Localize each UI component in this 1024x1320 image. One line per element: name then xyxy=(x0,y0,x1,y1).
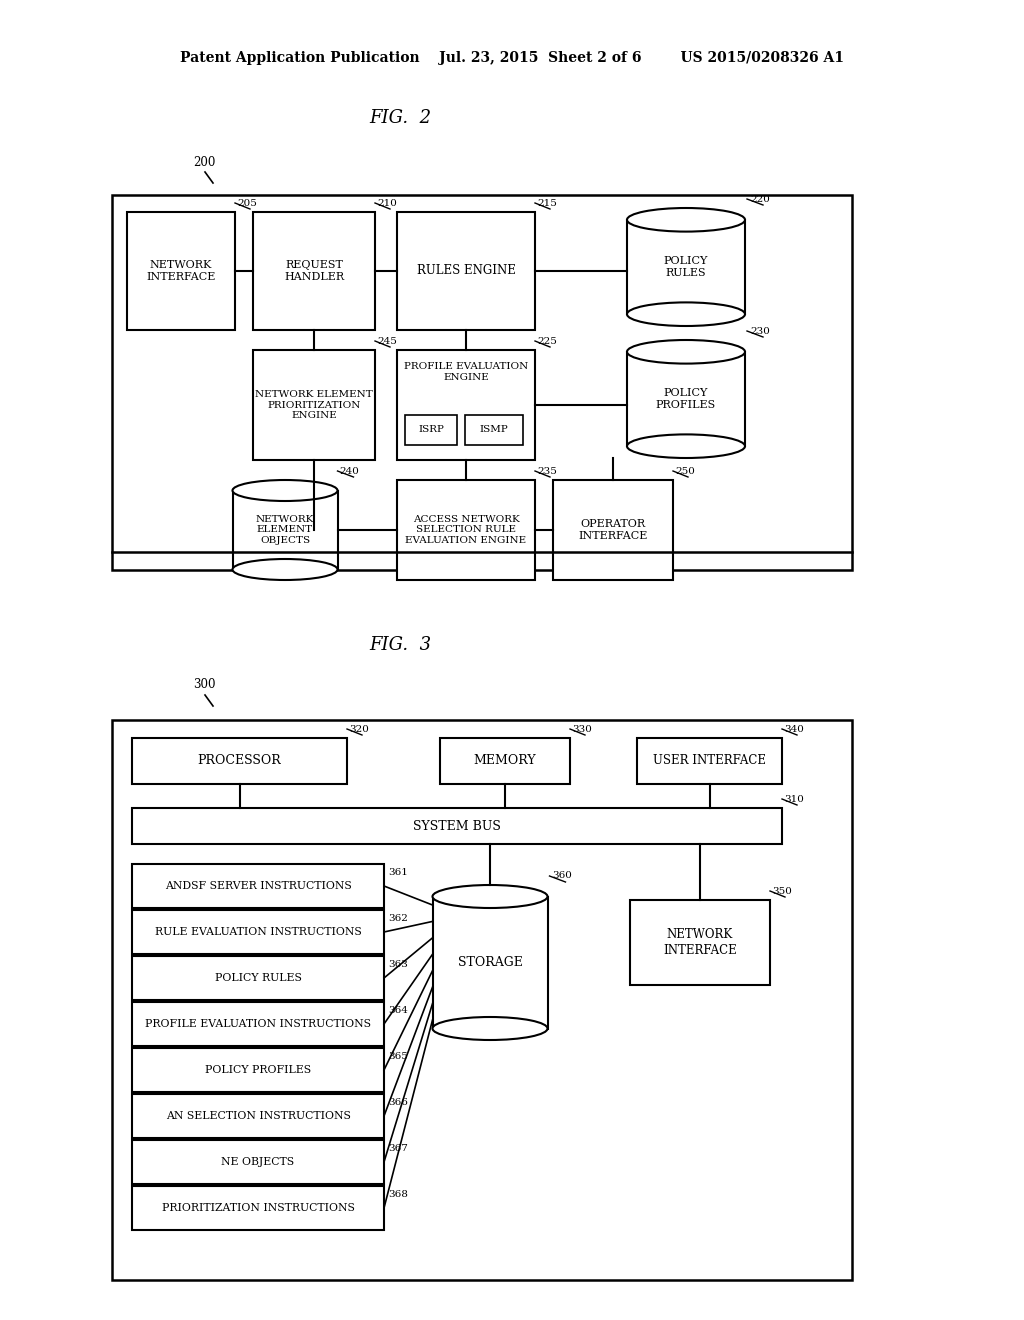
Text: OPERATOR
INTERFACE: OPERATOR INTERFACE xyxy=(579,519,648,541)
Text: REQUEST
HANDLER: REQUEST HANDLER xyxy=(284,260,344,281)
Text: POLICY PROFILES: POLICY PROFILES xyxy=(205,1065,311,1074)
Bar xyxy=(406,414,457,445)
Text: POLICY
RULES: POLICY RULES xyxy=(664,256,709,277)
Bar xyxy=(132,1185,384,1230)
Text: 245: 245 xyxy=(377,337,397,346)
Text: FIG.  2: FIG. 2 xyxy=(369,110,431,127)
Text: 367: 367 xyxy=(388,1144,408,1152)
Text: ISRP: ISRP xyxy=(418,425,444,434)
Text: 200: 200 xyxy=(193,156,215,169)
Ellipse shape xyxy=(232,480,338,502)
Text: NETWORK ELEMENT
PRIORITIZATION
ENGINE: NETWORK ELEMENT PRIORITIZATION ENGINE xyxy=(255,391,373,420)
Bar xyxy=(112,719,852,1280)
Text: ISMP: ISMP xyxy=(479,425,508,434)
Bar xyxy=(465,414,523,445)
Bar xyxy=(132,808,782,843)
Bar xyxy=(232,491,338,569)
Bar xyxy=(397,213,535,330)
Bar xyxy=(127,213,234,330)
Text: 240: 240 xyxy=(340,466,359,475)
Text: PROFILE EVALUATION
ENGINE: PROFILE EVALUATION ENGINE xyxy=(403,362,528,381)
Text: NE OBJECTS: NE OBJECTS xyxy=(221,1158,295,1167)
Bar xyxy=(630,900,770,985)
Bar xyxy=(132,1140,384,1184)
Text: 320: 320 xyxy=(349,725,369,734)
Text: 368: 368 xyxy=(388,1191,408,1199)
Text: STORAGE: STORAGE xyxy=(458,956,522,969)
Bar xyxy=(440,738,570,784)
Text: 365: 365 xyxy=(388,1052,408,1061)
Bar xyxy=(627,352,745,446)
Text: 364: 364 xyxy=(388,1006,408,1015)
Text: 215: 215 xyxy=(537,198,557,207)
Text: 363: 363 xyxy=(388,960,408,969)
Text: 362: 362 xyxy=(388,913,408,923)
Bar xyxy=(132,909,384,954)
Text: PROCESSOR: PROCESSOR xyxy=(198,755,282,767)
Ellipse shape xyxy=(627,302,745,326)
Text: RULE EVALUATION INSTRUCTIONS: RULE EVALUATION INSTRUCTIONS xyxy=(155,927,361,937)
Bar xyxy=(397,480,535,579)
Text: 350: 350 xyxy=(772,887,792,895)
Text: 250: 250 xyxy=(675,466,695,475)
Text: MEMORY: MEMORY xyxy=(474,755,537,767)
Text: ACCESS NETWORK
SELECTION RULE
EVALUATION ENGINE: ACCESS NETWORK SELECTION RULE EVALUATION… xyxy=(406,515,526,545)
Text: POLICY RULES: POLICY RULES xyxy=(215,973,301,983)
Text: FIG.  3: FIG. 3 xyxy=(369,636,431,653)
Bar xyxy=(637,738,782,784)
Text: POLICY
PROFILES: POLICY PROFILES xyxy=(656,388,716,409)
Text: 366: 366 xyxy=(388,1098,408,1107)
Ellipse shape xyxy=(627,341,745,363)
Text: 330: 330 xyxy=(572,725,592,734)
Text: 360: 360 xyxy=(553,871,572,880)
Bar xyxy=(253,213,375,330)
Text: 225: 225 xyxy=(537,337,557,346)
Bar xyxy=(253,350,375,459)
Text: AN SELECTION INSTRUCTIONS: AN SELECTION INSTRUCTIONS xyxy=(166,1111,350,1121)
Ellipse shape xyxy=(627,434,745,458)
Bar xyxy=(112,195,852,570)
Ellipse shape xyxy=(432,1016,548,1040)
Bar xyxy=(132,1048,384,1092)
Text: NETWORK
INTERFACE: NETWORK INTERFACE xyxy=(664,928,737,957)
Bar xyxy=(132,738,347,784)
Text: 210: 210 xyxy=(377,198,397,207)
Text: 230: 230 xyxy=(750,326,770,335)
Text: RULES ENGINE: RULES ENGINE xyxy=(417,264,515,277)
Bar xyxy=(132,865,384,908)
Text: NETWORK
ELEMENT
OBJECTS: NETWORK ELEMENT OBJECTS xyxy=(256,515,314,545)
Text: 235: 235 xyxy=(537,466,557,475)
Text: ANDSF SERVER INSTRUCTIONS: ANDSF SERVER INSTRUCTIONS xyxy=(165,880,351,891)
Text: 340: 340 xyxy=(784,725,804,734)
Text: PRIORITIZATION INSTRUCTIONS: PRIORITIZATION INSTRUCTIONS xyxy=(162,1203,354,1213)
Text: PROFILE EVALUATION INSTRUCTIONS: PROFILE EVALUATION INSTRUCTIONS xyxy=(145,1019,371,1030)
Text: 220: 220 xyxy=(750,194,770,203)
Bar xyxy=(397,350,535,459)
Ellipse shape xyxy=(232,558,338,579)
Ellipse shape xyxy=(432,884,548,908)
Text: 361: 361 xyxy=(388,869,408,876)
Bar xyxy=(627,220,745,314)
Bar xyxy=(132,956,384,1001)
Text: USER INTERFACE: USER INTERFACE xyxy=(653,755,766,767)
Bar xyxy=(432,896,548,1028)
Bar xyxy=(553,480,673,579)
Text: 310: 310 xyxy=(784,795,804,804)
Bar xyxy=(132,1094,384,1138)
Bar xyxy=(132,1002,384,1045)
Text: SYSTEM BUS: SYSTEM BUS xyxy=(413,820,501,833)
Ellipse shape xyxy=(627,209,745,231)
Text: 300: 300 xyxy=(193,678,215,692)
Text: NETWORK
INTERFACE: NETWORK INTERFACE xyxy=(146,260,216,281)
Text: 205: 205 xyxy=(237,198,257,207)
Text: Patent Application Publication    Jul. 23, 2015  Sheet 2 of 6        US 2015/020: Patent Application Publication Jul. 23, … xyxy=(180,51,844,65)
